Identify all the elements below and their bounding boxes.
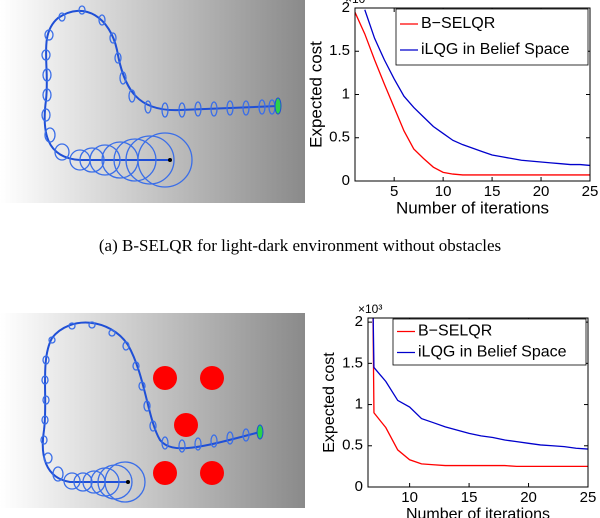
x-axis-label: Number of iterations xyxy=(396,198,549,217)
x-tick-label: 15 xyxy=(461,489,478,506)
goal xyxy=(274,97,282,115)
start xyxy=(168,158,172,162)
y-tick-label: 2 xyxy=(342,0,350,16)
covariance-ellipses xyxy=(41,5,276,188)
y-tick-label: 0.5 xyxy=(329,129,350,146)
legend: B−SELQR iLQG in Belief Space xyxy=(392,318,587,366)
covariance-ellipses xyxy=(40,321,250,503)
y-axis-label: Expected cost xyxy=(306,41,325,148)
legend-label: B−SELQR xyxy=(421,15,495,32)
x-tick-label: 10 xyxy=(401,489,418,506)
legend-box xyxy=(392,318,587,366)
goal xyxy=(256,424,264,440)
x-axis-label: Number of iterations xyxy=(406,506,550,518)
x-tick-label: 10 xyxy=(435,183,452,200)
environment xyxy=(0,0,305,203)
y-tick-label: 0 xyxy=(355,478,363,495)
trajectory xyxy=(43,9,279,161)
x-tick-label: 20 xyxy=(520,489,537,506)
environment xyxy=(0,313,305,508)
y-offset-text: ×10³ xyxy=(358,302,382,316)
y-tick-label: 1.5 xyxy=(329,42,350,59)
legend: B−SELQR iLQG in Belief Space xyxy=(395,8,589,66)
x-tick-label: 25 xyxy=(580,489,597,506)
y-tick-label: 0 xyxy=(342,172,350,189)
series-line xyxy=(364,9,590,167)
obstacles xyxy=(153,366,224,485)
legend-label: B−SELQR xyxy=(418,323,492,340)
y-tick-label: 1 xyxy=(355,396,363,413)
y-tick-label: 1 xyxy=(342,85,350,102)
y-tick-label: 0.5 xyxy=(342,437,363,454)
chart: 0 0.5 1 1.5 2 10 15 20 25 Number of iterations Exp… xyxy=(321,302,597,518)
y-tick-label: 2 xyxy=(355,313,363,330)
start xyxy=(126,480,130,484)
trajectory-image xyxy=(0,313,305,508)
legend-box xyxy=(395,8,589,66)
legend-label: iLQG in Belief Space xyxy=(421,41,570,58)
x-tick-label: 20 xyxy=(533,183,550,200)
plot-frame xyxy=(354,7,591,182)
series-line xyxy=(372,318,588,450)
y-offset-text: ×10³ xyxy=(345,0,369,6)
y-tick-label: 1.5 xyxy=(342,354,363,371)
x-tick-label: 25 xyxy=(582,183,599,200)
x-tick-label: 15 xyxy=(484,183,501,200)
trajectory-image xyxy=(0,0,305,203)
trajectory xyxy=(41,321,261,483)
x-tick-label: 5 xyxy=(390,183,398,200)
series-line xyxy=(372,318,588,468)
caption: (a) B-SELQR for light-dark environment w… xyxy=(99,236,501,255)
y-axis-label: Expected cost xyxy=(321,352,338,453)
series-line xyxy=(355,12,590,176)
plot-frame xyxy=(367,317,589,488)
legend-label: iLQG in Belief Space xyxy=(418,344,567,361)
